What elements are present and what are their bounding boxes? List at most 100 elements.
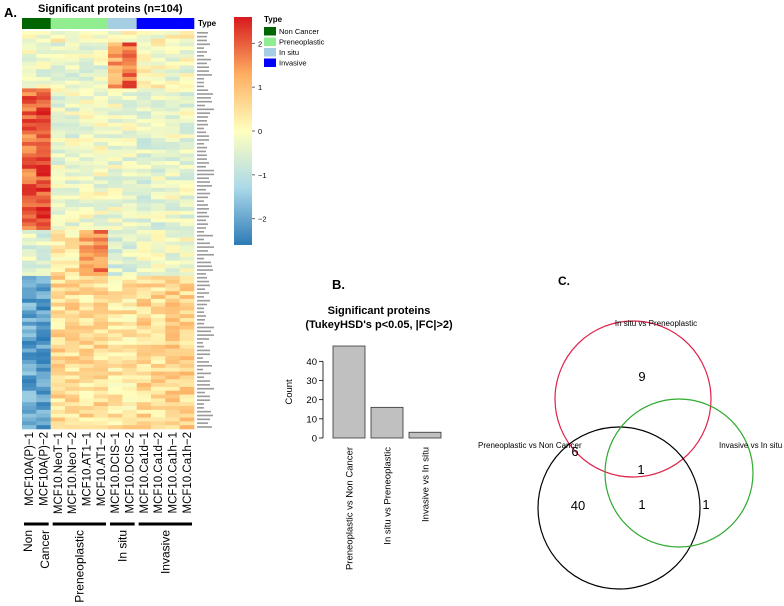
heatmap-cell bbox=[79, 96, 94, 101]
heatmap-cell bbox=[165, 413, 180, 418]
heatmap-cell bbox=[179, 65, 195, 70]
heatmap-cell bbox=[136, 241, 152, 246]
color-scale-tick-label: −2 bbox=[258, 215, 267, 224]
heatmap-cell bbox=[22, 161, 37, 166]
heatmap-cell bbox=[79, 157, 94, 162]
heatmap-cell bbox=[93, 340, 109, 346]
heatmap-cell bbox=[136, 92, 152, 97]
type-legend-swatch bbox=[264, 37, 276, 46]
heatmap-cell bbox=[50, 363, 66, 369]
heatmap-cell bbox=[122, 57, 137, 62]
heatmap-cell bbox=[36, 379, 51, 384]
heatmap-cell bbox=[79, 80, 94, 85]
heatmap-cell bbox=[108, 256, 123, 261]
heatmap-cell bbox=[165, 203, 180, 208]
sample-label: MCF10A(P)−1 bbox=[24, 432, 36, 506]
heatmap-cell bbox=[179, 153, 195, 158]
heatmap-cell bbox=[36, 65, 51, 70]
bar-category-label: Preneoplastic vs Non Cancer bbox=[345, 447, 356, 570]
heatmap-cell bbox=[151, 180, 166, 185]
heatmap-cell bbox=[151, 333, 166, 338]
heatmap-cell bbox=[165, 402, 180, 407]
heatmap-cell bbox=[179, 272, 195, 277]
sample-label: MCF10.DCIS−1 bbox=[110, 432, 122, 513]
heatmap-cell bbox=[65, 199, 80, 204]
heatmap-cell bbox=[179, 325, 195, 330]
sample-label: MCF10.AT1−1 bbox=[82, 432, 94, 506]
heatmap-cell bbox=[22, 425, 37, 430]
heatmap-cell bbox=[179, 344, 195, 349]
heatmap-cell bbox=[79, 344, 94, 349]
heatmap-cell bbox=[122, 287, 137, 292]
heatmap-cell bbox=[22, 57, 37, 62]
heatmap-cell bbox=[65, 406, 80, 411]
heatmap-cell bbox=[108, 321, 123, 326]
heatmap-cell bbox=[151, 46, 166, 51]
row-name-placeholder bbox=[197, 62, 207, 65]
heatmap-cell bbox=[136, 46, 152, 51]
heatmap-cell bbox=[93, 302, 109, 307]
heatmap-cell bbox=[50, 337, 66, 342]
heatmap-cell bbox=[165, 38, 180, 43]
heatmap-cell bbox=[165, 394, 180, 399]
heatmap-cell bbox=[179, 92, 195, 97]
heatmap-cell bbox=[22, 199, 37, 204]
heatmap-cell bbox=[50, 164, 66, 170]
heatmap-cell bbox=[36, 199, 51, 204]
heatmap-cell bbox=[79, 42, 94, 47]
heatmap-cell bbox=[136, 383, 152, 388]
heatmap-cell bbox=[93, 176, 109, 181]
heatmap-cell bbox=[122, 149, 137, 154]
heatmap-cell bbox=[79, 195, 94, 200]
heatmap-cell bbox=[122, 417, 137, 422]
heatmap-cell bbox=[22, 302, 37, 307]
heatmap-cell bbox=[179, 31, 195, 36]
heatmap-cell bbox=[50, 287, 66, 292]
heatmap-cell bbox=[122, 187, 137, 193]
heatmap-cell bbox=[179, 115, 195, 120]
heatmap-cell bbox=[165, 390, 180, 395]
heatmap-cell bbox=[136, 375, 152, 380]
heatmap-cell bbox=[79, 409, 94, 414]
heatmap-cell bbox=[50, 295, 66, 300]
heatmap-cell bbox=[179, 363, 195, 369]
heatmap-cell bbox=[22, 340, 37, 346]
heatmap-cell bbox=[136, 367, 152, 372]
heatmap-cell bbox=[136, 122, 152, 127]
heatmap-cell bbox=[50, 406, 66, 411]
heatmap-cell bbox=[50, 84, 66, 89]
heatmap-cell bbox=[22, 398, 37, 403]
heatmap-cell bbox=[179, 191, 195, 196]
heatmap-cell bbox=[50, 187, 66, 193]
heatmap-cell bbox=[122, 145, 137, 150]
heatmap-cell bbox=[108, 302, 123, 307]
heatmap-cell bbox=[122, 390, 137, 395]
heatmap-cell bbox=[93, 333, 109, 338]
heatmap-cell bbox=[151, 210, 166, 215]
heatmap-cell bbox=[165, 61, 180, 66]
heatmap-cell bbox=[122, 199, 137, 204]
y-axis-tick-label: 20 bbox=[306, 395, 317, 406]
heatmap-cell bbox=[108, 398, 123, 403]
heatmap-cell bbox=[22, 233, 37, 238]
heatmap-cell bbox=[108, 310, 123, 315]
row-name-placeholder bbox=[197, 395, 210, 398]
heatmap-cell bbox=[179, 306, 195, 311]
heatmap-cell bbox=[65, 141, 80, 147]
heatmap-cell bbox=[179, 348, 195, 353]
type-bar-cell bbox=[151, 18, 166, 29]
row-name-placeholder bbox=[197, 269, 213, 271]
heatmap-cell bbox=[79, 31, 94, 36]
heatmap-cell bbox=[36, 417, 51, 422]
heatmap-cell bbox=[36, 298, 51, 304]
heatmap-cell bbox=[108, 107, 123, 112]
heatmap-cell bbox=[22, 394, 37, 399]
heatmap-cell bbox=[165, 421, 180, 426]
heatmap-cell bbox=[65, 203, 80, 208]
heatmap-cell bbox=[165, 168, 180, 173]
heatmap-cell bbox=[122, 314, 137, 319]
heatmap-cell bbox=[179, 61, 195, 66]
heatmap-cell bbox=[136, 207, 152, 212]
heatmap-cell bbox=[36, 287, 51, 292]
heatmap-cell bbox=[36, 333, 51, 338]
